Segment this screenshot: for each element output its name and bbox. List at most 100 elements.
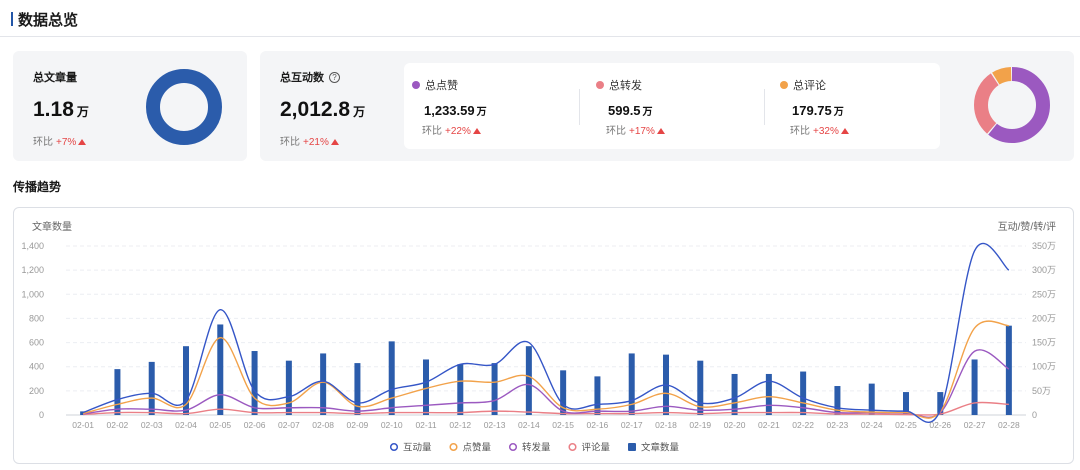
right-tick-label: 300万 — [1032, 265, 1056, 275]
x-tick-label: 02-27 — [964, 420, 986, 430]
comments-value: 179.75 万 — [792, 103, 844, 118]
bar-02-20 — [731, 373, 738, 415]
bar-02-17 — [628, 353, 635, 415]
x-tick-label: 02-21 — [758, 420, 780, 430]
bar-02-25 — [903, 392, 909, 415]
total-interactions-value: 2,012.8 万 — [280, 98, 366, 121]
articles-donut-chart — [146, 69, 222, 145]
legend-marker — [508, 442, 518, 452]
up-arrow-icon — [78, 139, 87, 145]
legend-marker — [568, 442, 577, 452]
legend-marker — [628, 443, 636, 451]
bar-02-11 — [423, 359, 429, 415]
divider — [764, 89, 765, 125]
shares-value: 599.5 万 — [608, 103, 653, 118]
likes-compare: 环比 +22% — [422, 122, 481, 137]
left-axis-title: 文章数量 — [32, 220, 72, 233]
x-tick-label: 02-22 — [792, 420, 814, 430]
x-tick-label: 02-26 — [929, 420, 951, 430]
x-tick-label: 02-12 — [449, 420, 471, 430]
series-line-评论量 — [83, 401, 1009, 416]
legend-label: 文章数量 — [641, 442, 680, 454]
shares-label: 总转发 — [596, 77, 642, 93]
interaction-breakdown-panel: 总点赞 1,233.59 万 环比 +22% 总转发 599.5 万 环比 +17% 总… — [404, 63, 940, 149]
left-tick-label: 1,400 — [21, 241, 44, 251]
bar-02-24 — [868, 383, 875, 415]
x-tick-label: 02-14 — [518, 420, 540, 430]
right-axis-title: 互动/赞/转/评 — [998, 220, 1056, 233]
legend-marker — [389, 442, 399, 452]
series-line-互动量 — [82, 242, 1010, 423]
total-articles-value: 1.18 万 — [33, 98, 89, 121]
right-tick-label: 350万 — [1032, 241, 1056, 251]
x-tick-label: 02-10 — [381, 420, 403, 430]
x-tick-label: 02-19 — [689, 420, 711, 430]
page-header: 数据总览 — [0, 0, 1080, 37]
x-tick-label: 02-11 — [415, 420, 436, 430]
bar-02-15 — [560, 370, 567, 415]
right-tick-label: 0 — [1032, 410, 1037, 420]
legend-label: 点赞量 — [463, 442, 492, 454]
interactions-donut-chart — [974, 67, 1050, 143]
bar-02-22 — [800, 371, 807, 415]
articles-donut-ring — [146, 69, 222, 145]
bar-02-28 — [1005, 325, 1012, 415]
left-tick-label: 400 — [29, 362, 44, 372]
bar-02-16 — [594, 376, 601, 415]
legend-item-点赞量[interactable]: 点赞量 — [449, 442, 492, 454]
shares-compare: 环比 +17% — [606, 122, 665, 137]
total-articles-card: 总文章量 1.18 万 环比 +7% — [13, 51, 247, 161]
legend-item-评论量[interactable]: 评论量 — [568, 442, 611, 454]
x-tick-label: 02-01 — [72, 420, 94, 430]
legend-item-文章数量[interactable]: 文章数量 — [628, 442, 680, 454]
legend-label: 转发量 — [522, 442, 551, 454]
right-tick-label: 50万 — [1032, 386, 1051, 396]
right-tick-label: 200万 — [1032, 313, 1056, 323]
x-tick-label: 02-02 — [107, 420, 129, 430]
left-tick-label: 200 — [29, 386, 44, 396]
left-tick-label: 600 — [29, 338, 44, 348]
help-icon[interactable]: ? — [329, 72, 340, 83]
legend-marker — [449, 442, 458, 452]
x-tick-label: 02-13 — [484, 420, 506, 430]
bar-02-06 — [251, 351, 258, 415]
x-tick-label: 02-16 — [587, 420, 609, 430]
bar-02-14 — [525, 346, 532, 415]
x-tick-label: 02-08 — [312, 420, 334, 430]
left-tick-label: 800 — [29, 313, 44, 323]
bar-02-19 — [697, 360, 704, 415]
donut-segment-1 — [974, 67, 1050, 143]
up-arrow-icon — [472, 128, 481, 134]
likes-value: 1,233.59 万 — [424, 103, 487, 118]
x-tick-label: 02-17 — [621, 420, 643, 430]
bar-02-03 — [148, 361, 155, 415]
legend-label: 互动量 — [403, 443, 432, 454]
bar-02-13 — [491, 363, 498, 415]
trend-section-title: 传播趋势 — [13, 180, 62, 194]
total-articles-compare: 环比 +7% — [33, 133, 87, 148]
up-arrow-icon — [840, 128, 849, 134]
bar-02-21 — [765, 373, 772, 415]
bar-02-23 — [834, 386, 841, 415]
x-tick-label: 02-04 — [175, 420, 197, 430]
x-tick-label: 02-15 — [552, 420, 574, 430]
donut-segment-2 — [974, 67, 1050, 143]
legend-item-转发量[interactable]: 转发量 — [508, 442, 551, 454]
legend-item-互动量[interactable]: 互动量 — [389, 442, 432, 454]
bar-02-04 — [183, 346, 189, 415]
right-tick-label: 250万 — [1032, 289, 1056, 299]
series-line-点赞量 — [82, 320, 1009, 419]
title-accent-bar — [11, 12, 13, 26]
up-arrow-icon — [656, 128, 665, 134]
bar-02-08 — [320, 353, 327, 415]
likes-dot-icon — [412, 81, 420, 89]
total-interactions-label: 总互动数? — [280, 69, 340, 85]
bar-02-12 — [457, 364, 464, 415]
x-tick-label: 02-20 — [724, 420, 746, 430]
right-tick-label: 100万 — [1032, 362, 1056, 372]
x-tick-label: 02-06 — [244, 420, 266, 430]
x-tick-label: 02-25 — [895, 420, 917, 430]
page-title: 数据总览 — [18, 12, 79, 29]
interactions-donut-ring — [974, 67, 1050, 143]
left-tick-label: 1,000 — [21, 289, 44, 299]
